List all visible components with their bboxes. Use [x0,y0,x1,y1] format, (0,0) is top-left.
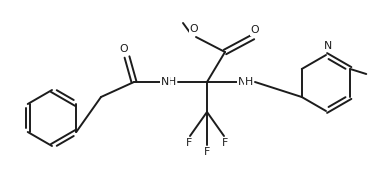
Text: F: F [222,138,228,148]
Text: N: N [324,41,332,51]
Text: O: O [251,25,259,35]
Text: F: F [204,147,210,157]
Text: F: F [186,138,192,148]
Text: N: N [161,77,169,87]
Text: O: O [120,44,128,54]
Text: N: N [238,77,246,87]
Text: H: H [245,77,253,87]
Text: H: H [168,77,176,87]
Text: O: O [190,24,198,34]
